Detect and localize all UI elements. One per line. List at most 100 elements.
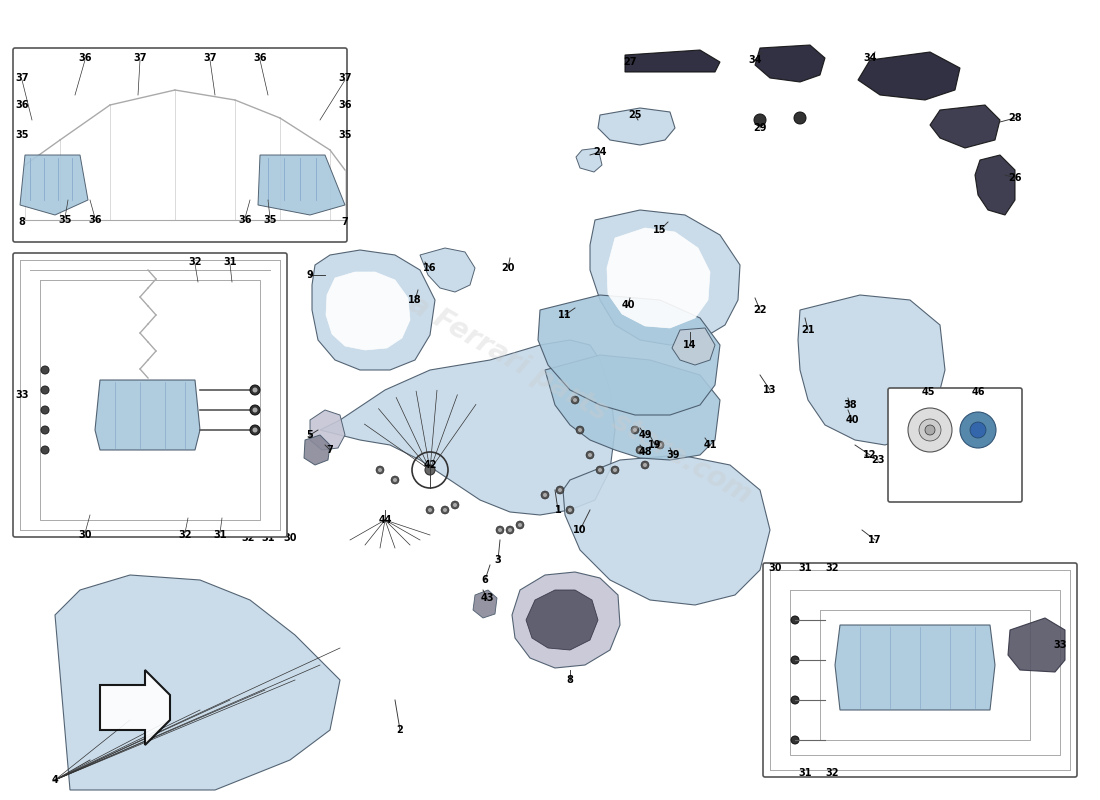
Text: 34: 34 bbox=[864, 53, 877, 63]
Polygon shape bbox=[55, 575, 340, 790]
Text: a Ferrari parts store.com: a Ferrari parts store.com bbox=[404, 290, 757, 510]
Circle shape bbox=[656, 441, 664, 449]
Polygon shape bbox=[672, 328, 715, 365]
Circle shape bbox=[644, 463, 647, 467]
Circle shape bbox=[253, 387, 257, 393]
Text: 3: 3 bbox=[495, 555, 502, 565]
Circle shape bbox=[393, 478, 397, 482]
Text: 31: 31 bbox=[799, 563, 812, 573]
Circle shape bbox=[543, 493, 547, 497]
Circle shape bbox=[568, 508, 572, 512]
Text: 31: 31 bbox=[213, 530, 227, 540]
Polygon shape bbox=[858, 52, 960, 100]
Text: 36: 36 bbox=[253, 53, 266, 63]
Circle shape bbox=[506, 526, 514, 534]
Polygon shape bbox=[607, 228, 710, 328]
Text: 31: 31 bbox=[262, 533, 275, 543]
Polygon shape bbox=[258, 155, 345, 215]
Circle shape bbox=[41, 426, 50, 434]
Text: 46: 46 bbox=[971, 387, 984, 397]
Text: 14: 14 bbox=[683, 340, 696, 350]
Polygon shape bbox=[755, 45, 825, 82]
Text: 6: 6 bbox=[482, 575, 488, 585]
Circle shape bbox=[631, 426, 639, 434]
Circle shape bbox=[378, 468, 382, 472]
Polygon shape bbox=[625, 50, 720, 72]
Polygon shape bbox=[473, 590, 497, 618]
Polygon shape bbox=[320, 340, 615, 515]
Circle shape bbox=[390, 476, 399, 484]
Text: 30: 30 bbox=[78, 530, 91, 540]
Text: 1: 1 bbox=[554, 505, 561, 515]
Text: 31: 31 bbox=[799, 768, 812, 778]
Text: 35: 35 bbox=[15, 130, 29, 140]
Circle shape bbox=[613, 468, 617, 472]
Text: 35: 35 bbox=[339, 130, 352, 140]
Polygon shape bbox=[310, 410, 345, 450]
Text: 30: 30 bbox=[284, 533, 297, 543]
Polygon shape bbox=[798, 295, 945, 445]
Polygon shape bbox=[95, 380, 200, 450]
Circle shape bbox=[453, 503, 456, 507]
Circle shape bbox=[41, 406, 50, 414]
Text: 45: 45 bbox=[922, 387, 935, 397]
Circle shape bbox=[641, 461, 649, 469]
FancyBboxPatch shape bbox=[763, 563, 1077, 777]
Text: 38: 38 bbox=[844, 400, 857, 410]
Text: 40: 40 bbox=[621, 300, 635, 310]
Circle shape bbox=[556, 486, 564, 494]
Circle shape bbox=[970, 422, 986, 438]
Circle shape bbox=[253, 427, 257, 433]
Circle shape bbox=[632, 428, 637, 432]
Circle shape bbox=[586, 451, 594, 459]
Text: 46: 46 bbox=[968, 390, 981, 400]
Polygon shape bbox=[304, 435, 330, 465]
Circle shape bbox=[253, 407, 257, 413]
Text: 27: 27 bbox=[624, 57, 637, 67]
FancyBboxPatch shape bbox=[13, 48, 346, 242]
Text: 36: 36 bbox=[239, 215, 252, 225]
Polygon shape bbox=[326, 272, 410, 350]
Text: 45: 45 bbox=[922, 390, 935, 400]
Text: 33: 33 bbox=[223, 450, 236, 460]
Text: 17: 17 bbox=[868, 535, 882, 545]
Text: 22: 22 bbox=[754, 305, 767, 315]
Text: 30: 30 bbox=[768, 563, 782, 573]
Circle shape bbox=[596, 466, 604, 474]
Text: 7: 7 bbox=[327, 445, 333, 455]
Circle shape bbox=[496, 526, 504, 534]
Text: 32: 32 bbox=[825, 563, 838, 573]
Text: 15: 15 bbox=[653, 225, 667, 235]
Text: 8: 8 bbox=[19, 217, 25, 227]
Text: 36: 36 bbox=[339, 100, 352, 110]
Circle shape bbox=[426, 506, 434, 514]
Circle shape bbox=[441, 506, 449, 514]
Polygon shape bbox=[312, 250, 434, 370]
Circle shape bbox=[588, 453, 592, 457]
Text: 9: 9 bbox=[307, 270, 314, 280]
Circle shape bbox=[566, 506, 574, 514]
Circle shape bbox=[498, 528, 502, 532]
Text: 33: 33 bbox=[15, 390, 29, 400]
Circle shape bbox=[443, 508, 447, 512]
Circle shape bbox=[518, 523, 522, 527]
Circle shape bbox=[541, 491, 549, 499]
Circle shape bbox=[428, 508, 432, 512]
Circle shape bbox=[791, 616, 799, 624]
Circle shape bbox=[610, 466, 619, 474]
Circle shape bbox=[41, 446, 50, 454]
Circle shape bbox=[578, 428, 582, 432]
Text: 35: 35 bbox=[58, 215, 72, 225]
Text: 36: 36 bbox=[15, 100, 29, 110]
Polygon shape bbox=[590, 210, 740, 345]
Circle shape bbox=[754, 114, 766, 126]
Polygon shape bbox=[100, 670, 170, 745]
Circle shape bbox=[791, 736, 799, 744]
Text: 7: 7 bbox=[342, 217, 349, 227]
Text: 23: 23 bbox=[871, 455, 884, 465]
Circle shape bbox=[376, 466, 384, 474]
Text: 4: 4 bbox=[52, 775, 58, 785]
Circle shape bbox=[451, 501, 459, 509]
Polygon shape bbox=[20, 155, 88, 215]
Text: 37: 37 bbox=[339, 73, 352, 83]
